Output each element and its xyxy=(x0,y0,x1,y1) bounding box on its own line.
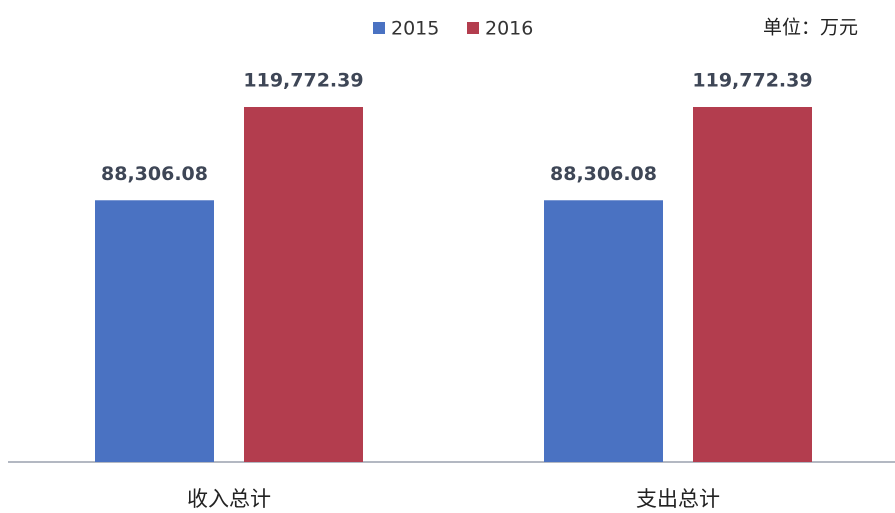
bar xyxy=(244,107,363,462)
legend-label: 2016 xyxy=(485,18,533,40)
bar xyxy=(693,107,812,462)
legend-swatch xyxy=(467,22,479,34)
legend-label: 2015 xyxy=(391,18,439,40)
value-label: 88,306.08 xyxy=(101,163,208,185)
value-label: 119,772.39 xyxy=(692,70,812,92)
bar xyxy=(95,200,214,462)
unit-note: 单位：万元 xyxy=(763,17,858,39)
value-label: 119,772.39 xyxy=(243,70,363,92)
bar xyxy=(544,200,663,462)
value-label: 88,306.08 xyxy=(550,163,657,185)
x-tick-label: 支出总计 xyxy=(636,487,720,511)
legend-swatch xyxy=(373,22,385,34)
x-tick-label: 收入总计 xyxy=(187,487,271,511)
